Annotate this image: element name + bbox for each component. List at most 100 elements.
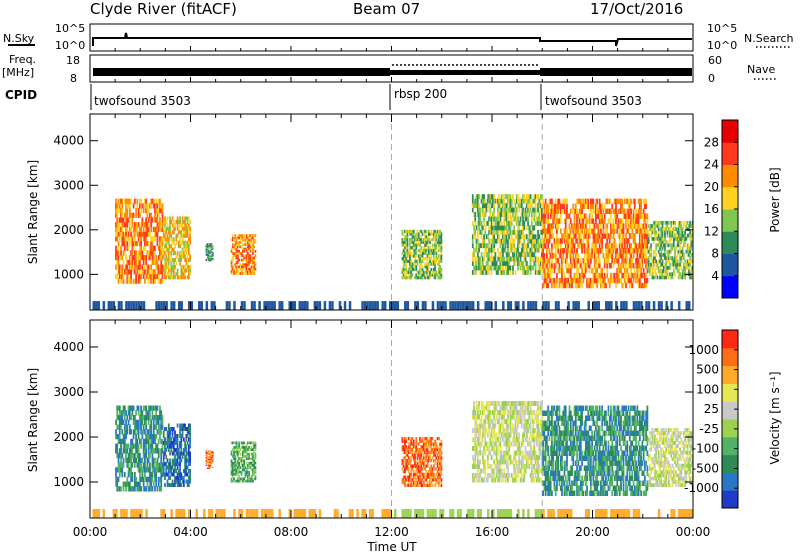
echo-cell bbox=[230, 479, 233, 483]
echo-cell bbox=[504, 203, 507, 209]
echo-cell bbox=[116, 448, 119, 454]
echo-cell bbox=[231, 479, 234, 483]
echo-cell bbox=[660, 253, 663, 257]
echo-cell bbox=[664, 233, 666, 238]
echo-cell bbox=[621, 198, 624, 205]
echo-cell bbox=[471, 301, 475, 310]
echo-cell bbox=[530, 256, 533, 262]
echo-cell bbox=[231, 468, 234, 472]
echo-cell bbox=[235, 468, 238, 472]
echo-cell bbox=[248, 269, 251, 273]
echo-cell bbox=[606, 253, 609, 259]
echo-cell bbox=[670, 256, 673, 261]
echo-cell bbox=[416, 461, 419, 465]
echo-cell bbox=[175, 240, 178, 245]
echo-cell bbox=[489, 229, 492, 235]
echo-cell bbox=[412, 229, 415, 234]
echo-cell bbox=[235, 236, 238, 240]
echo-cell bbox=[186, 230, 189, 235]
echo-cell bbox=[642, 233, 645, 239]
echo-cell bbox=[140, 236, 143, 242]
echo-cell bbox=[674, 236, 676, 241]
echo-cell bbox=[584, 228, 587, 234]
echo-cell bbox=[118, 203, 121, 209]
echo-cell bbox=[132, 240, 135, 247]
echo-cell bbox=[128, 410, 131, 416]
echo-cell bbox=[576, 277, 578, 284]
echo-cell bbox=[610, 223, 612, 229]
echo-cell bbox=[179, 216, 181, 221]
echo-cell bbox=[534, 234, 537, 240]
echo-cell bbox=[249, 267, 252, 271]
echo-cell bbox=[679, 240, 681, 244]
echo-cell bbox=[649, 262, 651, 267]
echo-cell bbox=[532, 265, 534, 271]
echo-cell bbox=[534, 261, 537, 266]
echo-cell bbox=[171, 247, 174, 252]
echo-cell bbox=[234, 263, 237, 266]
echo-cell bbox=[528, 225, 531, 231]
echo-cell bbox=[574, 208, 577, 214]
echo-cell bbox=[239, 267, 242, 271]
echo-cell bbox=[118, 264, 121, 270]
echo-cell bbox=[512, 269, 514, 275]
echo-cell bbox=[157, 222, 160, 228]
echo-cell bbox=[172, 444, 175, 449]
echo-cell bbox=[517, 261, 519, 266]
echo-cell bbox=[301, 301, 304, 310]
echo-cell bbox=[644, 277, 646, 284]
echo-cell bbox=[630, 272, 632, 279]
echo-cell bbox=[141, 434, 144, 440]
echo-cell bbox=[234, 247, 237, 251]
echo-cell bbox=[235, 452, 238, 456]
echo-cell bbox=[172, 472, 175, 477]
echo-cell bbox=[434, 267, 436, 272]
echo-cell bbox=[172, 437, 175, 442]
echo-cell bbox=[211, 254, 214, 256]
echo-cell bbox=[500, 252, 503, 258]
echo-cell bbox=[645, 262, 648, 269]
echo-cell bbox=[152, 462, 155, 468]
echo-cell bbox=[547, 238, 550, 244]
echo-cell bbox=[651, 224, 654, 228]
echo-cell bbox=[625, 198, 627, 205]
echo-cell bbox=[401, 229, 404, 234]
echo-cell bbox=[176, 448, 179, 452]
echo-cell bbox=[431, 472, 434, 476]
echo-cell bbox=[630, 213, 632, 219]
echo-cell bbox=[671, 233, 674, 238]
echo-cell bbox=[171, 483, 174, 487]
echo-cell bbox=[205, 459, 208, 461]
echo-cell bbox=[187, 247, 190, 252]
echo-cell bbox=[161, 255, 164, 261]
echo-cell bbox=[155, 255, 158, 261]
echo-cell bbox=[138, 264, 141, 270]
echo-cell bbox=[568, 223, 571, 229]
echo-cell bbox=[185, 444, 188, 449]
echo-cell bbox=[437, 240, 440, 244]
echo-cell bbox=[138, 438, 141, 444]
echo-cell bbox=[208, 259, 210, 261]
echo-cell bbox=[253, 464, 256, 467]
echo-cell bbox=[429, 270, 431, 274]
echo-cell bbox=[534, 256, 537, 262]
echo-cell bbox=[427, 450, 430, 454]
echo-cell bbox=[523, 220, 526, 226]
echo-cell bbox=[176, 233, 179, 238]
echo-cell bbox=[133, 476, 136, 482]
echo-cell bbox=[160, 476, 163, 482]
echo-cell bbox=[499, 198, 502, 204]
echo-cell bbox=[439, 270, 441, 274]
echo-cell bbox=[544, 277, 547, 284]
echo-cell bbox=[430, 483, 433, 487]
nave-label: Nave bbox=[747, 63, 775, 76]
echo-cell bbox=[125, 457, 127, 463]
echo-cell bbox=[499, 265, 502, 271]
echo-cell bbox=[435, 237, 438, 242]
echo-cell bbox=[561, 258, 563, 264]
echo-cell bbox=[407, 270, 410, 274]
echo-cell bbox=[402, 448, 405, 452]
echo-cell bbox=[666, 230, 669, 235]
echo-cell bbox=[151, 240, 154, 247]
echo-cell bbox=[437, 232, 440, 236]
